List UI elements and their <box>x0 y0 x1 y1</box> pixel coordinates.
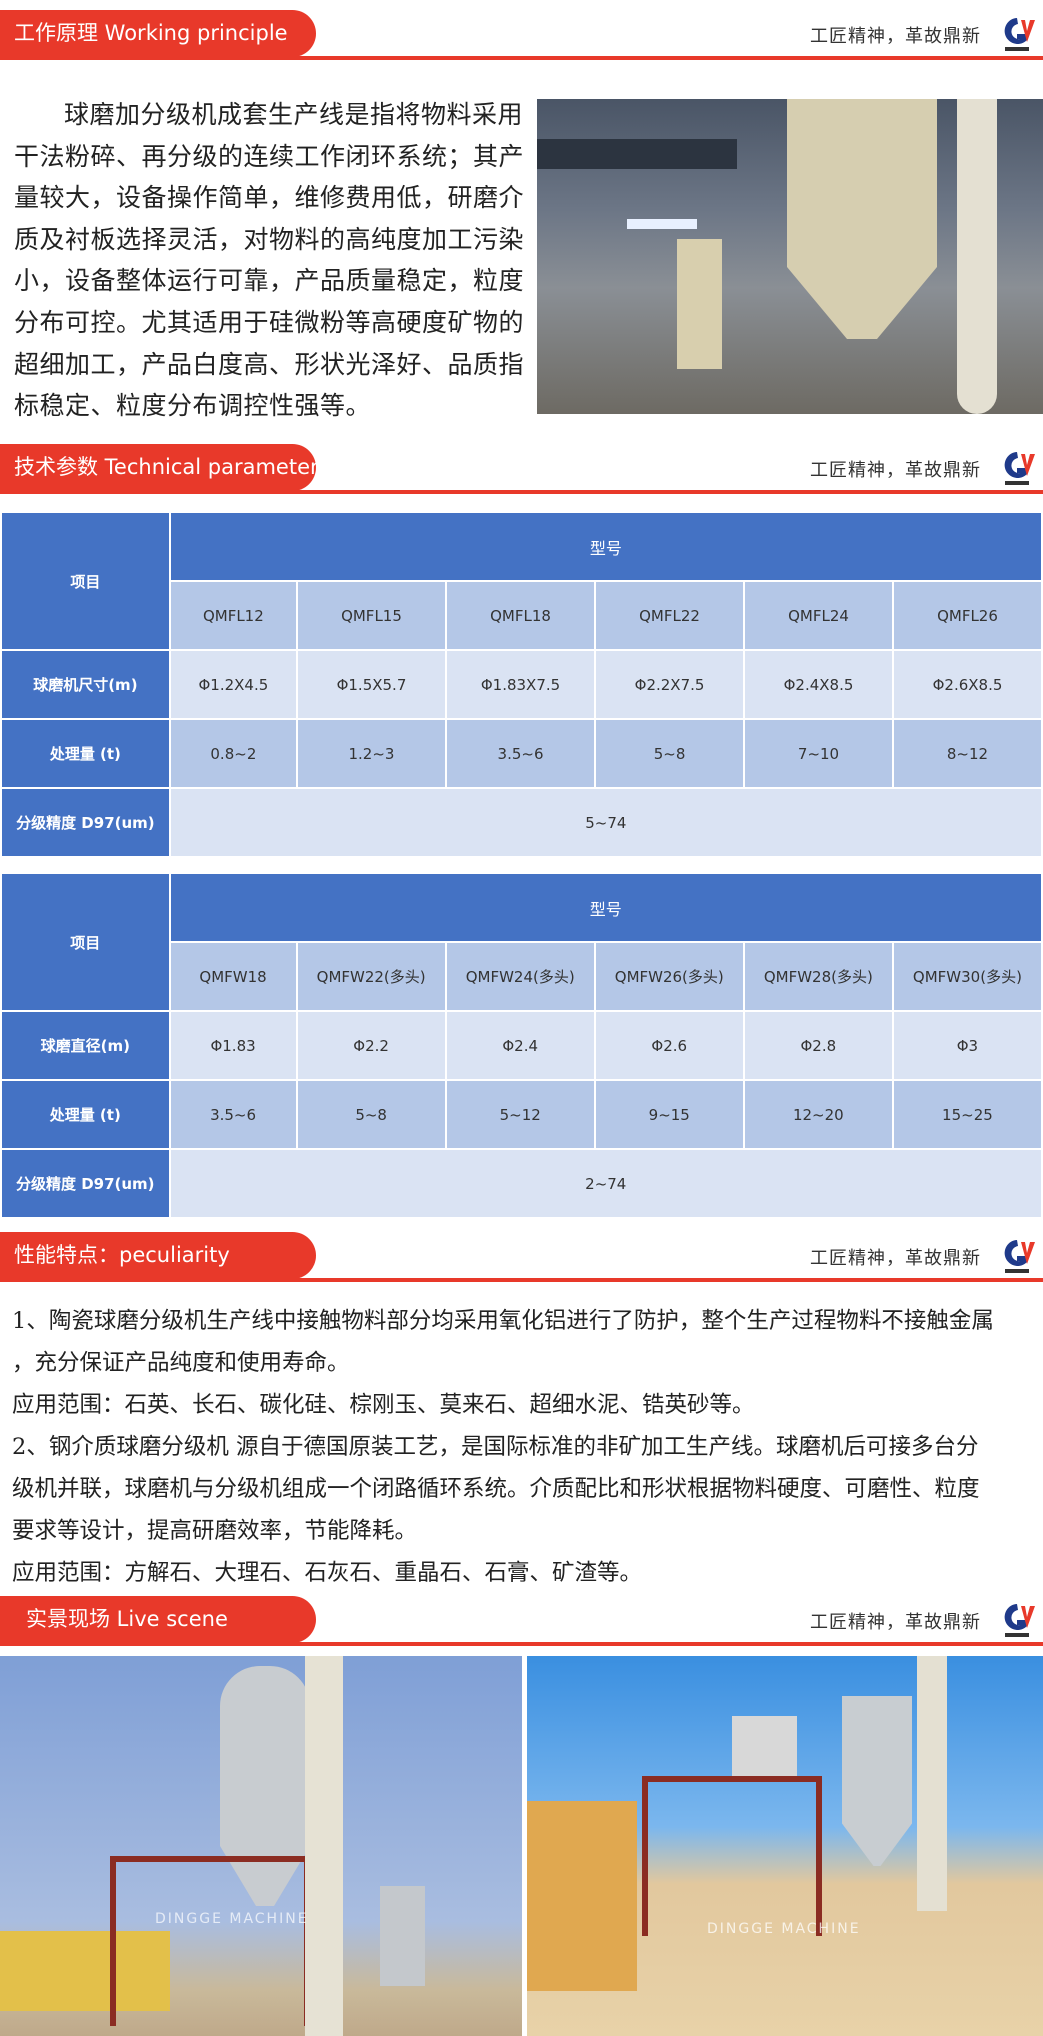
table-cell: 2~74 <box>170 1150 1041 1217</box>
live-scene-photo-right: DINGGE MACHINE <box>527 1656 1043 2036</box>
spec-table-qmfl: 项目 型号 QMFL12 QMFL15 QMFL18 QMFL22 QMFL24 … <box>0 511 1043 858</box>
table-cell: 1.2~3 <box>298 720 445 787</box>
table-cell: 5~8 <box>297 1081 445 1148</box>
model-cell: QMFL24 <box>745 582 892 649</box>
section-title: 实景现场 Live scene <box>0 1596 316 1643</box>
table-cell: Φ1.5X5.7 <box>298 651 445 718</box>
model-cell: QMFW28(多头) <box>744 943 892 1010</box>
slogan: 工匠精神，革故鼎新 <box>810 1612 981 1633</box>
text-line: 应用范围：方解石、大理石、石灰石、重晶石、石膏、矿渣等。 <box>12 1560 643 1586</box>
section-header-working: 工作原理 Working principle 工匠精神，革故鼎新 <box>0 10 1043 60</box>
text-line: 级机并联，球磨机与分级机组成一个闭路循环系统。介质配比和形状根据物料硬度、可磨性… <box>12 1476 980 1502</box>
live-scene-photo-left: DINGGE MACHINE <box>0 1656 522 2036</box>
model-cell: QMFW18 <box>170 943 296 1010</box>
logo-icon <box>1004 452 1035 485</box>
table-cell: Φ1.2X4.5 <box>170 651 296 718</box>
model-cell: QMFW30(多头) <box>893 943 1041 1010</box>
model-cell: QMFW22(多头) <box>297 943 445 1010</box>
text-line: 2、钢介质球磨分级机 源自于德国原装工艺，是国际标准的非矿加工生产线。球磨机后可… <box>12 1434 979 1460</box>
table-cell: 0.8~2 <box>170 720 296 787</box>
watermark: DINGGE MACHINE <box>707 1921 861 1937</box>
model-header: 型号 <box>170 874 1041 941</box>
spec-table-qmfw: 项目 型号 QMFW18 QMFW22(多头) QMFW24(多头) QMFW26… <box>0 872 1043 1219</box>
table-cell: 12~20 <box>744 1081 892 1148</box>
divider <box>0 1642 1043 1646</box>
row-label: 分级精度 D97(um) <box>2 1150 169 1217</box>
section-title: 工作原理 Working principle <box>0 10 316 57</box>
model-cell: QMFL26 <box>894 582 1041 649</box>
slogan: 工匠精神，革故鼎新 <box>810 26 981 47</box>
item-header: 项目 <box>2 874 169 1010</box>
table-row: 处理量 (t) 3.5~6 5~8 5~12 9~15 12~20 15~25 <box>2 1081 1041 1148</box>
table-cell: Φ2.4 <box>446 1012 594 1079</box>
slogan: 工匠精神，革故鼎新 <box>810 460 981 481</box>
table-row: 分级精度 D97(um) 5~74 <box>2 789 1041 856</box>
table-cell: Φ1.83X7.5 <box>446 651 595 718</box>
table-cell: Φ2.6X8.5 <box>894 651 1041 718</box>
model-cell: QMFW26(多头) <box>595 943 743 1010</box>
table-cell: 9~15 <box>595 1081 743 1148</box>
table-cell: Φ3 <box>893 1012 1041 1079</box>
row-label: 分级精度 D97(um) <box>2 789 169 856</box>
divider <box>0 56 1043 60</box>
table-cell: Φ2.6 <box>595 1012 743 1079</box>
logo-icon <box>1004 1240 1035 1273</box>
row-label: 球磨机尺寸(m) <box>2 651 169 718</box>
model-cell: QMFL12 <box>170 582 296 649</box>
table-cell: Φ1.83 <box>170 1012 296 1079</box>
table-cell: Φ2.4X8.5 <box>745 651 892 718</box>
slogan: 工匠精神，革故鼎新 <box>810 1248 981 1269</box>
table-cell: Φ2.8 <box>744 1012 892 1079</box>
model-cell: QMFL18 <box>446 582 595 649</box>
table-cell: 15~25 <box>893 1081 1041 1148</box>
section-header-peculiarity: 性能特点：peculiarity 工匠精神，革故鼎新 <box>0 1232 1043 1282</box>
table-cell: 8~12 <box>894 720 1041 787</box>
row-label: 球磨直径(m) <box>2 1012 169 1079</box>
table-row: 球磨机尺寸(m) Φ1.2X4.5 Φ1.5X5.7 Φ1.83X7.5 Φ2.… <box>2 651 1041 718</box>
text-line: 1、陶瓷球磨分级机生产线中接触物料部分均采用氧化铝进行了防护，整个生产过程物料不… <box>12 1308 994 1334</box>
text-line: 应用范围：石英、长石、碳化硅、棕刚玉、莫来石、超细水泥、锆英砂等。 <box>12 1392 755 1418</box>
table-row: 分级精度 D97(um) 2~74 <box>2 1150 1041 1217</box>
table-cell: Φ2.2 <box>297 1012 445 1079</box>
workshop-photo <box>537 99 1043 414</box>
section-title: 技术参数 Technical parameter <box>0 444 319 491</box>
model-header: 型号 <box>170 513 1041 580</box>
logo-icon <box>1004 18 1035 51</box>
table-cell: 5~8 <box>596 720 744 787</box>
model-cell: QMFL15 <box>298 582 445 649</box>
table-cell: 3.5~6 <box>170 1081 296 1148</box>
table-cell: 5~74 <box>170 789 1041 856</box>
row-label: 处理量 (t) <box>2 1081 169 1148</box>
model-cell: QMFW24(多头) <box>446 943 594 1010</box>
working-principle-text: 球磨加分级机成套生产线是指将物料采用干法粉碎、再分级的连续工作闭环系统；其产量较… <box>14 100 525 421</box>
watermark: DINGGE MACHINE <box>155 1911 309 1927</box>
divider <box>0 490 1043 494</box>
item-header: 项目 <box>2 513 169 649</box>
table-row: 球磨直径(m) Φ1.83 Φ2.2 Φ2.4 Φ2.6 Φ2.8 Φ3 <box>2 1012 1041 1079</box>
table-cell: 3.5~6 <box>446 720 595 787</box>
logo-icon <box>1004 1604 1035 1637</box>
divider <box>0 1278 1043 1282</box>
section-title: 性能特点：peculiarity <box>0 1232 316 1279</box>
model-cell: QMFL22 <box>596 582 744 649</box>
section-header-live: 实景现场 Live scene 工匠精神，革故鼎新 <box>0 1596 1043 1646</box>
row-label: 处理量 (t) <box>2 720 169 787</box>
table-cell: 5~12 <box>446 1081 594 1148</box>
text-line: 要求等设计，提高研磨效率，节能降耗。 <box>12 1518 418 1544</box>
peculiarity-text: 1、陶瓷球磨分级机生产线中接触物料部分均采用氧化铝进行了防护，整个生产过程物料不… <box>12 1300 1042 1594</box>
table-cell: Φ2.2X7.5 <box>596 651 744 718</box>
text-line: ，充分保证产品纯度和使用寿命。 <box>12 1350 350 1376</box>
section-header-technical: 技术参数 Technical parameter 工匠精神，革故鼎新 <box>0 444 1043 494</box>
table-row: 处理量 (t) 0.8~2 1.2~3 3.5~6 5~8 7~10 8~12 <box>2 720 1041 787</box>
table-cell: 7~10 <box>745 720 892 787</box>
